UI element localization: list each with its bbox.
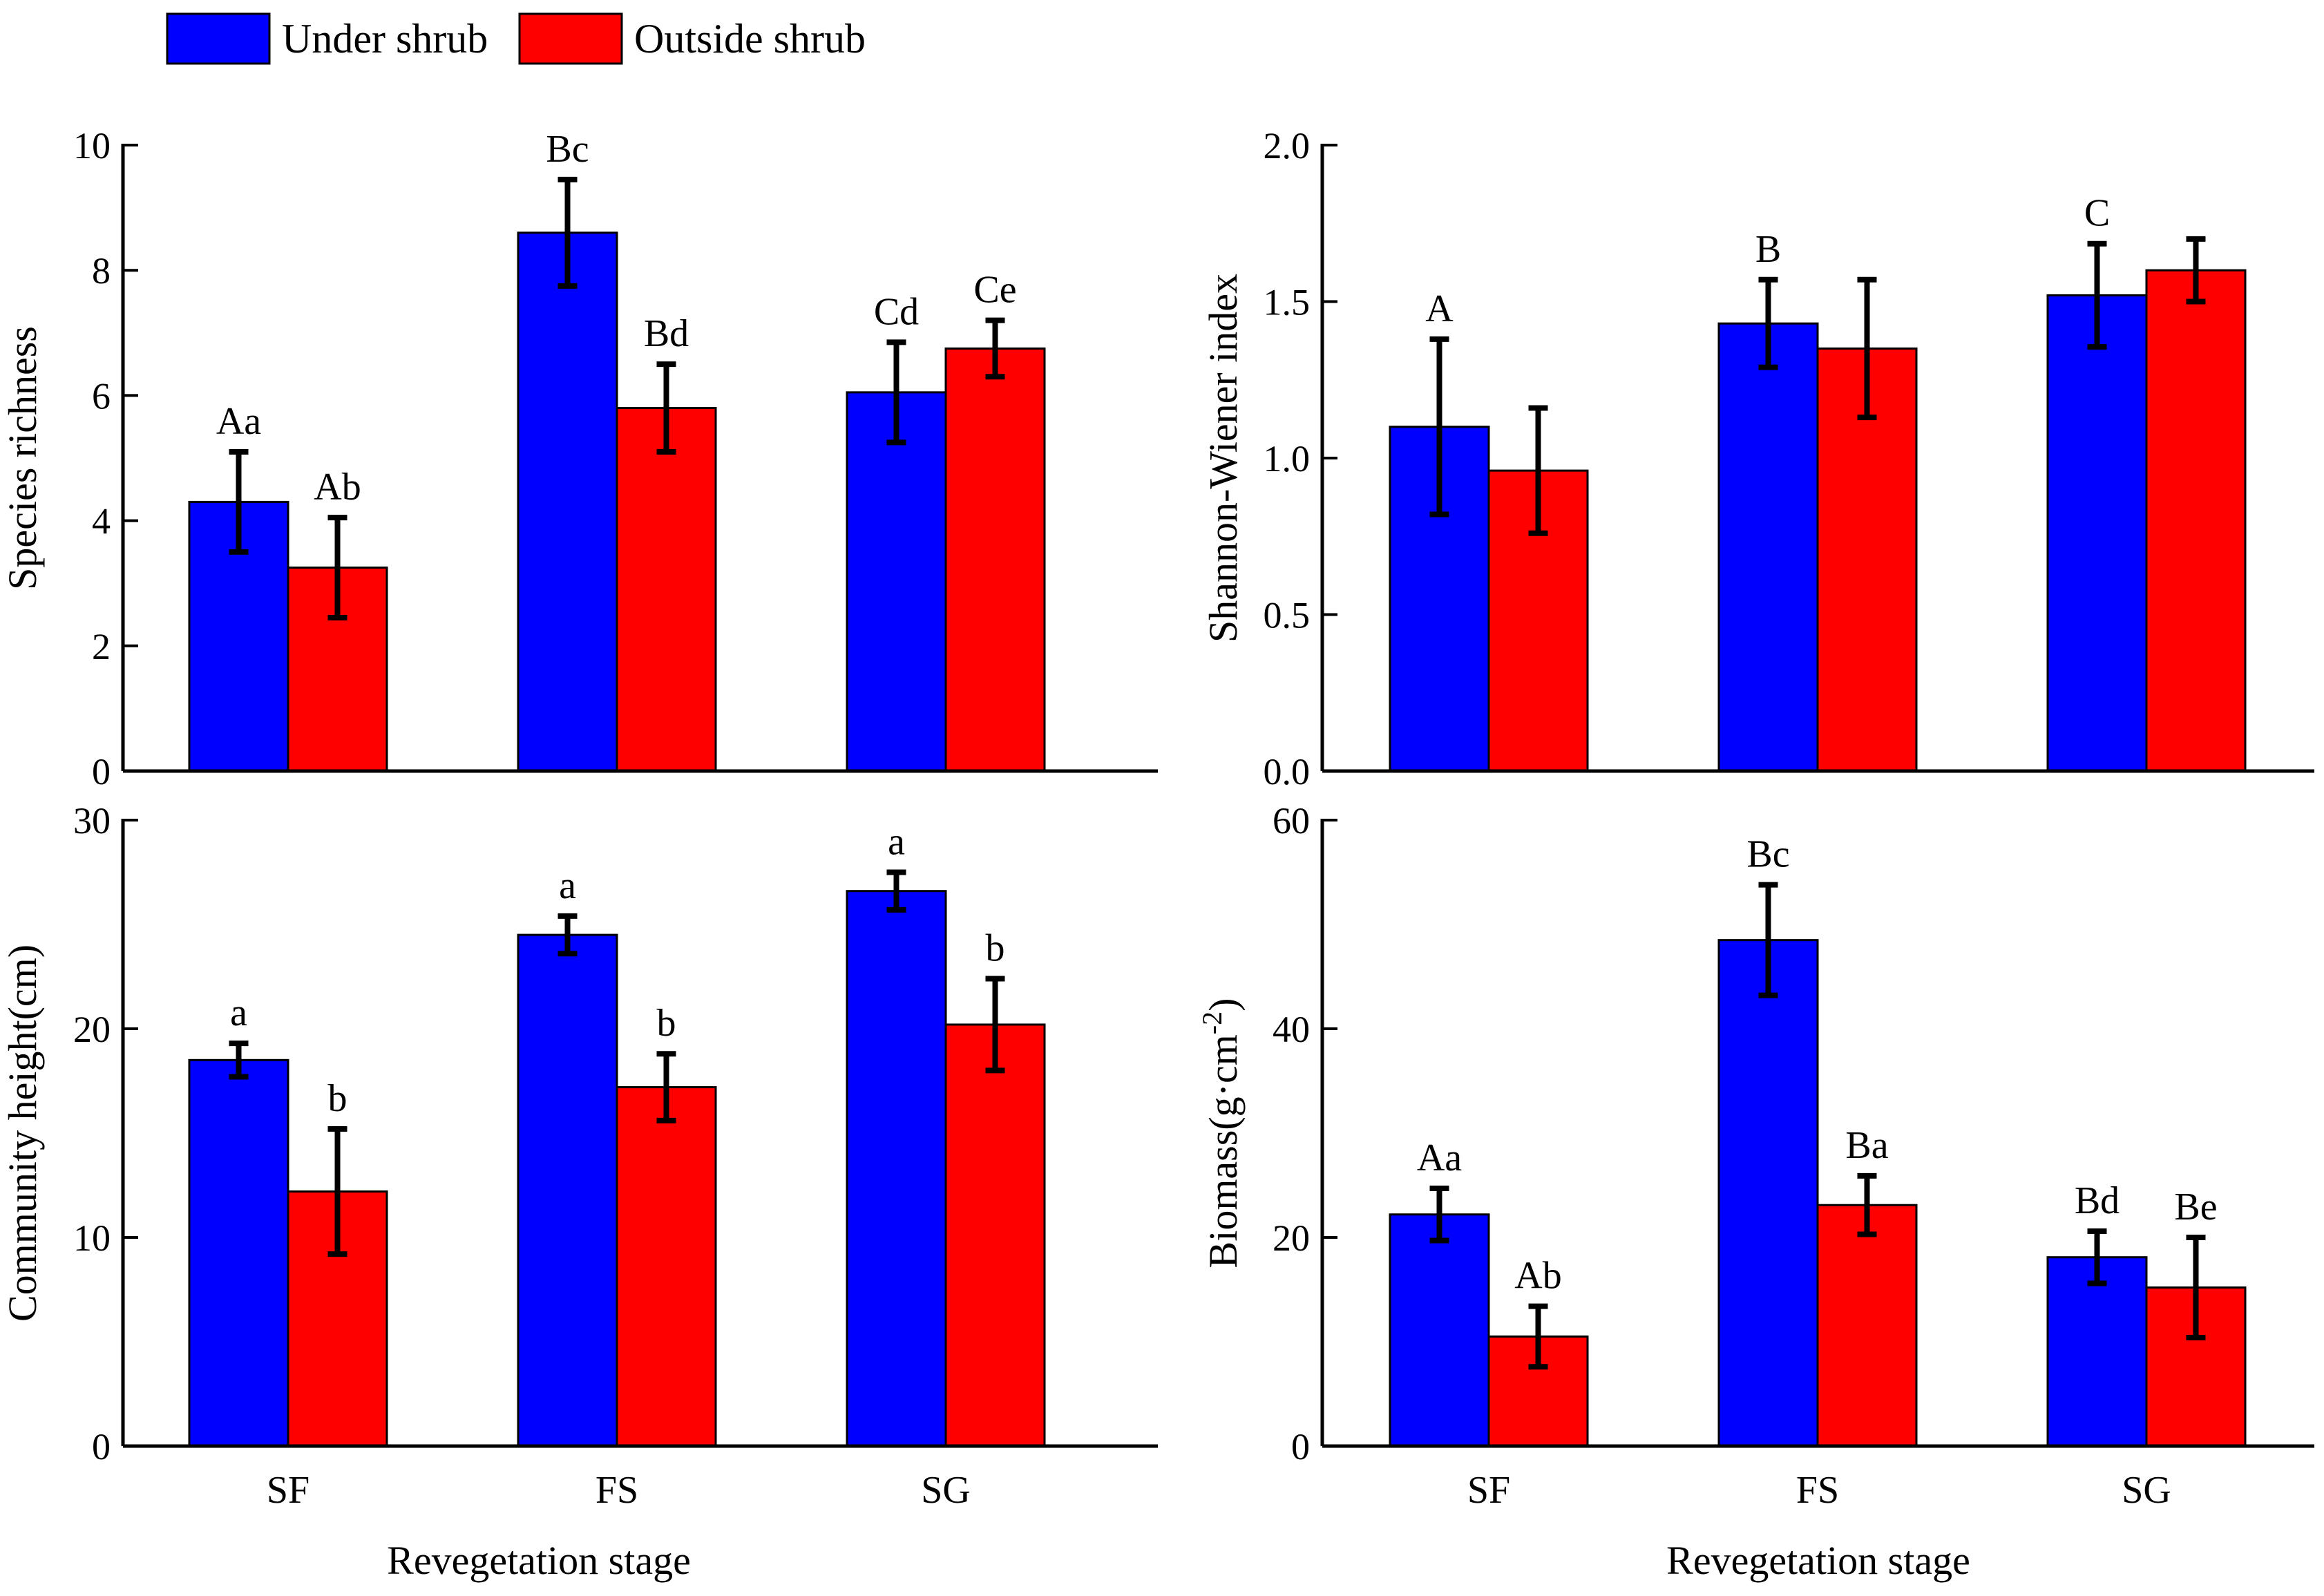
- community-height-bar-sg-under: [846, 890, 947, 1447]
- biomass-sig-label-fs-1: Ba: [1845, 1124, 1888, 1167]
- community-height-y-tick-label: 30: [73, 800, 111, 842]
- community-height-sig-label-sf-0: a: [230, 991, 247, 1034]
- biomass-y-axis-title-superscript: -2: [1197, 1011, 1228, 1034]
- biomass-bar-fs-under: [1717, 939, 1819, 1447]
- legend-label-outside-shrub: Outside shrub: [634, 16, 866, 61]
- community-height-sig-label-sg-0: a: [888, 821, 905, 864]
- panel-community-height: a b SF a b FS a b SG 0 10 20 30 Community height(cm): [0, 800, 1158, 1512]
- shannon-wiener-bar-sg-outside: [2145, 269, 2247, 772]
- community-height-y-tick-label: 10: [73, 1217, 111, 1259]
- community-height-sig-label-fs-0: a: [559, 864, 576, 907]
- biomass-sig-label-fs-0: Bc: [1746, 833, 1789, 876]
- shannon-wiener-y-tick-label: 1.0: [1264, 438, 1311, 479]
- biomass-y-axis-title-close: ): [1201, 998, 1246, 1011]
- panel-biomass: Aa Ab SF Bc Ba FS Bd Be SG 0 20 40 60 Biomass(g·cm-2): [1197, 800, 2314, 1512]
- shannon-wiener-sig-label-fs-0: B: [1755, 228, 1781, 271]
- species-richness-bar-fs-outside: [616, 407, 717, 772]
- species-richness-y-tick-label: 10: [73, 125, 111, 167]
- shannon-wiener-y-tick-label: 2.0: [1264, 125, 1311, 167]
- community-height-sig-label-sg-1: b: [986, 927, 1005, 970]
- biomass-y-tick-label: 20: [1273, 1217, 1310, 1259]
- species-richness-y-tick-label: 4: [92, 501, 111, 542]
- species-richness-y-tick-label: 0: [92, 751, 111, 792]
- shannon-wiener-y-tick-label: 1.5: [1264, 282, 1311, 323]
- biomass-category-label-fs: FS: [1796, 1469, 1839, 1512]
- biomass-bar-sg-under: [2046, 1256, 2148, 1447]
- community-height-sig-label-sf-1: b: [328, 1077, 347, 1120]
- community-height-sig-label-fs-1: b: [657, 1002, 676, 1045]
- community-height-bar-fs-outside: [616, 1086, 717, 1447]
- panel-shannon-wiener: A B C 0.0 0.5 1.0 1.5 2.0 Shannon-Wiener index: [1201, 125, 2314, 792]
- biomass-y-tick-label: 0: [1291, 1426, 1310, 1467]
- legend-swatch-under-shrub: [166, 12, 271, 65]
- species-richness-sig-label-sg-1: Ce: [973, 269, 1016, 312]
- shannon-wiener-sig-label-sg-0: C: [2084, 192, 2110, 235]
- species-richness-y-tick-label: 6: [92, 375, 111, 417]
- shannon-wiener-sig-label-sf-0: A: [1425, 287, 1454, 330]
- species-richness-y-tick-label: 8: [92, 250, 111, 292]
- community-height-bar-fs-under: [517, 933, 618, 1447]
- shannon-wiener-bar-sg-under: [2046, 294, 2148, 772]
- legend: Under shrub Outside shrub: [166, 12, 866, 65]
- community-height-bar-sg-outside: [944, 1023, 1046, 1447]
- community-height-y-axis-title: Community height(cm): [0, 944, 45, 1322]
- biomass-sig-label-sf-1: Ab: [1514, 1255, 1561, 1298]
- shannon-wiener-bar-fs-under: [1717, 322, 1819, 772]
- shannon-wiener-y-axis-title: Shannon-Wiener index: [1201, 274, 1246, 643]
- species-richness-bar-sg-under: [846, 391, 947, 772]
- biomass-sig-label-sg-1: Be: [2174, 1186, 2217, 1228]
- species-richness-sig-label-fs-1: Bd: [644, 312, 689, 355]
- shannon-wiener-y-tick-label: 0.5: [1264, 595, 1311, 636]
- x-axis-title-left: Revegetation stage: [387, 1538, 691, 1583]
- community-height-bar-sf-under: [188, 1058, 289, 1447]
- species-richness-y-tick-label: 2: [92, 626, 111, 667]
- biomass-bar-fs-outside: [1816, 1204, 1918, 1447]
- biomass-y-tick-label: 60: [1273, 800, 1310, 842]
- legend-label-under-shrub: Under shrub: [282, 16, 488, 61]
- species-richness-sig-label-sf-1: Ab: [314, 466, 361, 509]
- community-height-category-label-sg: SG: [921, 1469, 971, 1512]
- x-axis-title-right: Revegetation stage: [1666, 1538, 1970, 1583]
- community-height-category-label-fs: FS: [596, 1469, 638, 1512]
- biomass-sig-label-sf-0: Aa: [1417, 1137, 1462, 1179]
- species-richness-sig-label-fs-0: Bc: [546, 128, 589, 171]
- shannon-wiener-y-tick-label: 0.0: [1264, 751, 1311, 792]
- biomass-y-axis-title: Biomass(g·cm-2): [1197, 998, 1246, 1269]
- biomass-y-tick-label: 40: [1273, 1009, 1310, 1050]
- species-richness-sig-label-sf-0: Aa: [216, 400, 261, 443]
- panel-species-richness: Aa Ab Bc Bd Cd Ce 0 2 4 6 8 10 Species richness: [0, 125, 1158, 792]
- legend-swatch-outside-shrub: [518, 12, 623, 65]
- biomass-category-label-sg: SG: [2122, 1469, 2171, 1512]
- biomass-category-label-sf: SF: [1467, 1469, 1510, 1512]
- species-richness-sig-label-sg-0: Cd: [874, 290, 919, 333]
- community-height-y-tick-label: 20: [73, 1009, 111, 1050]
- species-richness-y-axis-title: Species richness: [0, 326, 45, 590]
- biomass-bar-sf-under: [1389, 1213, 1490, 1447]
- species-richness-bar-sg-outside: [944, 347, 1046, 772]
- community-height-y-tick-label: 0: [92, 1426, 111, 1467]
- community-height-category-label-sf: SF: [267, 1469, 309, 1512]
- species-richness-bar-fs-under: [517, 231, 618, 772]
- biomass-sig-label-sg-0: Bd: [2075, 1179, 2120, 1222]
